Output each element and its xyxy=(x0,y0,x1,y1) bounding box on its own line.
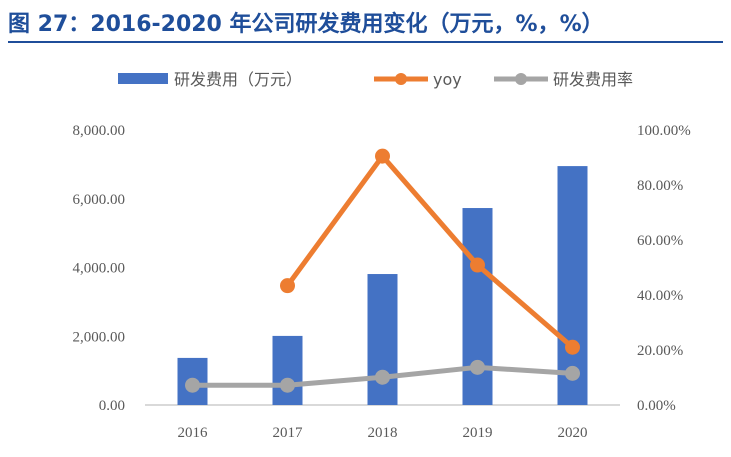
legend-label-yoy: yoy xyxy=(433,70,462,89)
y-left-tick-label: 4,000.00 xyxy=(73,261,126,277)
y-left-tick-label: 0.00 xyxy=(99,398,125,414)
yoy-point-2018 xyxy=(375,148,390,164)
legend-label-bar: 研发费用（万元） xyxy=(174,70,302,89)
legend-label-rate: 研发费用率 xyxy=(553,70,633,89)
y-right-tick-label: 20.00% xyxy=(637,343,683,359)
y-left-tick-label: 8,000.00 xyxy=(73,123,126,139)
y-left-tick-label: 6,000.00 xyxy=(73,192,126,208)
rate-point-2018 xyxy=(375,369,390,385)
yoy-point-2017 xyxy=(280,278,295,294)
x-tick-label: 2016 xyxy=(178,425,209,441)
legend-marker-yoy xyxy=(395,73,407,85)
bar-2020 xyxy=(557,166,588,405)
bar-2017 xyxy=(272,335,303,405)
legend-swatch-bar xyxy=(118,73,168,84)
bar-2018 xyxy=(367,274,398,405)
y-right-tick-label: 100.00% xyxy=(637,123,691,139)
bar-2019 xyxy=(462,208,493,405)
legend-marker-rate xyxy=(515,73,527,85)
y-right-tick-label: 40.00% xyxy=(637,288,683,304)
y-right-tick-label: 0.00% xyxy=(637,398,676,414)
legend: 研发费用（万元） yoy 研发费用率 xyxy=(118,70,633,89)
yoy-point-2020 xyxy=(565,339,580,355)
yoy-line xyxy=(285,153,575,350)
x-tick-label: 2019 xyxy=(463,425,493,441)
y-left-tick-label: 2,000.00 xyxy=(73,329,126,345)
rate-point-2016 xyxy=(185,377,200,393)
y-right-tick-label: 60.00% xyxy=(637,233,683,249)
rate-point-2017 xyxy=(280,377,295,393)
yoy-point-2019 xyxy=(470,257,485,273)
x-tick-label: 2017 xyxy=(273,425,304,441)
y-right-tick-label: 80.00% xyxy=(637,178,683,194)
x-tick-label: 2018 xyxy=(368,425,398,441)
rate-point-2019 xyxy=(470,359,485,375)
rate-point-2020 xyxy=(565,365,580,381)
chart-title: 图 27：2016-2020 年公司研发费用变化（万元，%，%） xyxy=(8,12,604,37)
x-tick-label: 2020 xyxy=(558,425,588,441)
title-underline xyxy=(8,41,723,43)
